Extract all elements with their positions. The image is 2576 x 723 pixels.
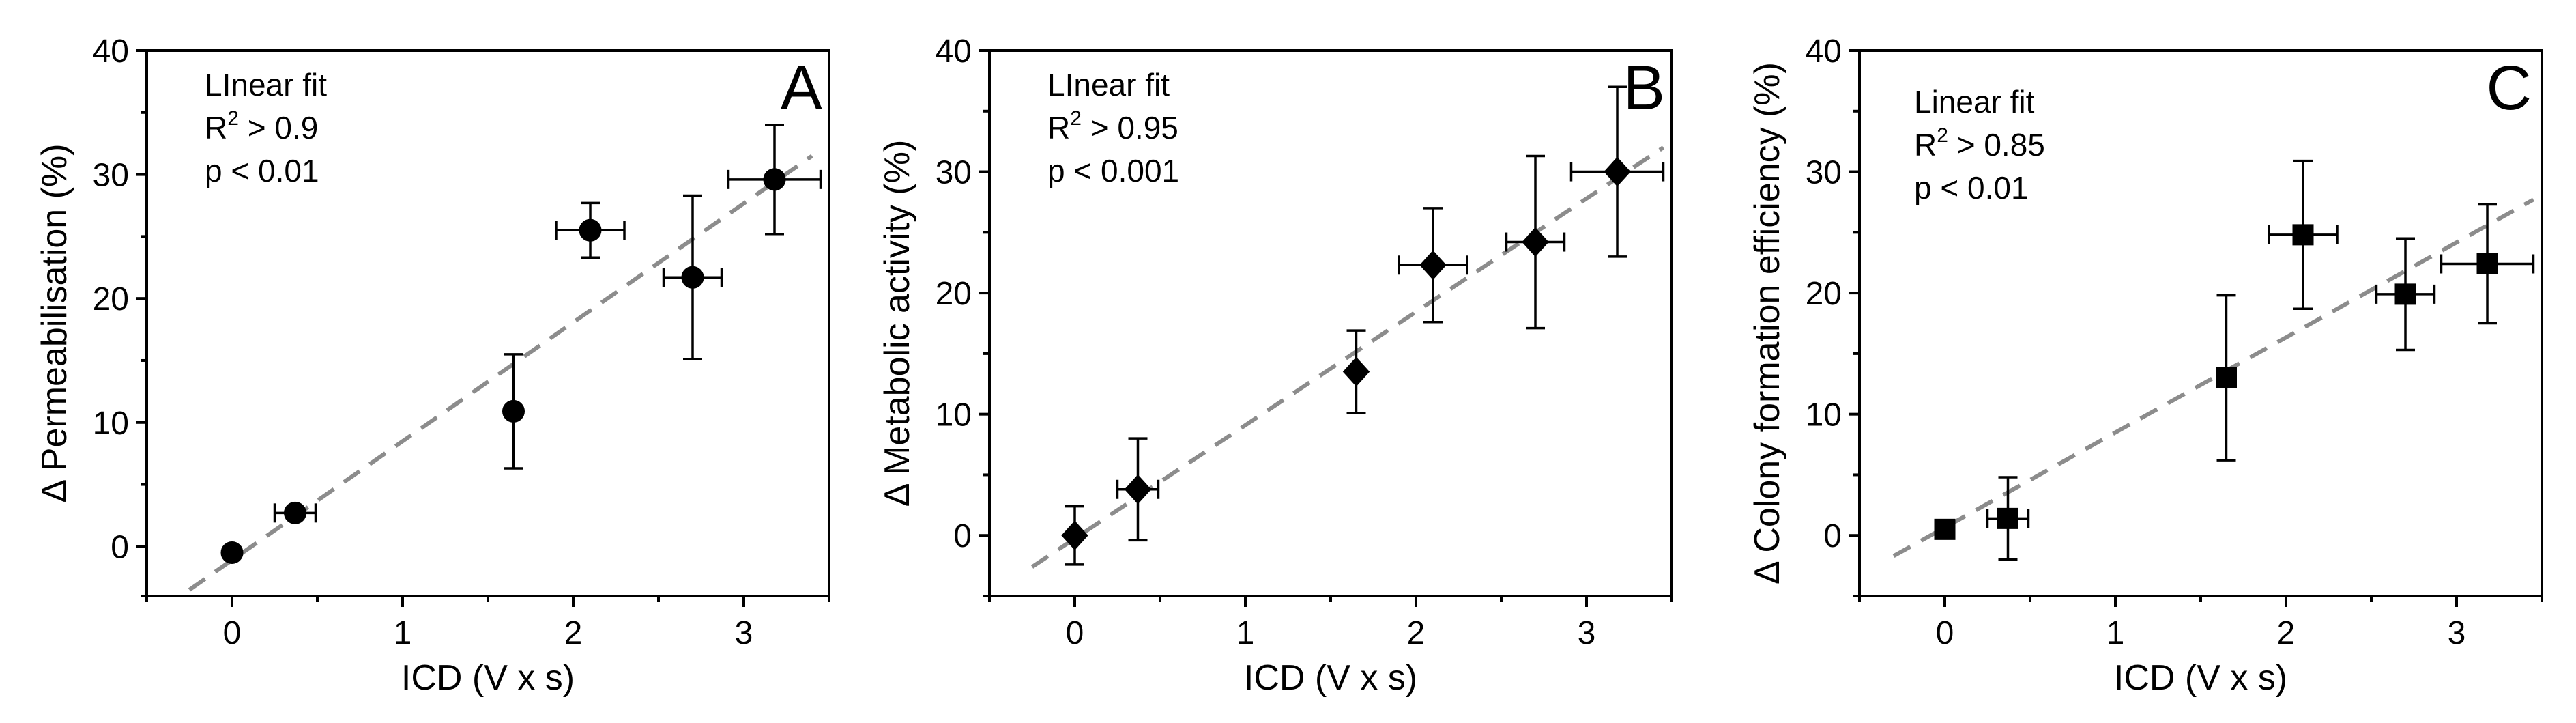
data-point-c xyxy=(2476,253,2498,274)
fit-p-c: p < 0.01 xyxy=(1914,170,2029,205)
x-axis-label-a: ICD (V x s) xyxy=(401,658,575,698)
data-point-a xyxy=(579,218,602,242)
data-point-a xyxy=(220,541,244,564)
chart-panel-c: 0 1 2 3 0 10 20 30 40 ICD (V x s) Δ Colony formati… xyxy=(1720,0,2576,723)
y-tick-label-a: 0 xyxy=(111,529,129,565)
chart-panel-b: 0 1 2 3 0 10 20 30 40 ICD (V x s) Δ Metabolic acti… xyxy=(853,0,1706,723)
fit-p-b: p < 0.001 xyxy=(1047,153,1179,188)
panel-letter-a: A xyxy=(781,53,823,123)
data-point-b xyxy=(1419,250,1447,281)
y-tick-label-c: 20 xyxy=(1806,276,1842,312)
x-axis-label-c: ICD (V x s) xyxy=(2114,658,2287,698)
data-point-c xyxy=(2394,283,2416,305)
fit-title-a: LInear fit xyxy=(205,67,327,102)
y-tick-label-c: 40 xyxy=(1806,33,1842,70)
x-tick-label-a: 3 xyxy=(735,615,753,651)
data-point-b xyxy=(1061,520,1088,550)
chart-panel-a: 0 1 2 3 0 10 20 30 40 ICD (V x s) Δ Permeabilisati… xyxy=(0,0,853,723)
panel-letter-b: B xyxy=(1623,53,1665,123)
x-tick-label-c: 1 xyxy=(2107,615,2125,651)
fit-r2-prefix-b: R xyxy=(1047,110,1070,145)
x-tick-label-b: 1 xyxy=(1236,615,1255,651)
y-axis-label-c: Δ Colony formation efficiency (%) xyxy=(1748,62,1787,584)
y-tick-label-c: 0 xyxy=(1823,518,1842,554)
fit-title-b: LInear fit xyxy=(1047,67,1170,102)
data-point-b xyxy=(1342,356,1370,387)
x-tick-label-c: 0 xyxy=(1936,615,1954,651)
x-tick-label-c: 2 xyxy=(2277,615,2296,651)
y-tick-label-a: 30 xyxy=(93,158,129,194)
data-point-b xyxy=(1604,156,1631,187)
data-point-a xyxy=(284,501,306,524)
x-tick-label-b: 2 xyxy=(1407,615,1426,651)
x-axis-label-b: ICD (V x s) xyxy=(1244,658,1417,698)
fit-p-a: p < 0.01 xyxy=(205,153,319,188)
data-point-a xyxy=(681,266,704,289)
panel-letter-c: C xyxy=(2487,53,2532,123)
fit-r2-value-b: > 0.95 xyxy=(1082,110,1178,145)
data-point-a xyxy=(502,399,525,423)
y-tick-label-c: 30 xyxy=(1806,155,1842,191)
fit-line-b xyxy=(1030,145,1665,569)
fit-r2-prefix-a: R xyxy=(205,110,227,145)
y-tick-label-a: 40 xyxy=(93,33,129,70)
y-tick-label-b: 10 xyxy=(936,397,972,434)
fit-title-c: Linear fit xyxy=(1914,84,2035,119)
data-point-c xyxy=(1997,507,2018,529)
fit-r2-value-a: > 0.9 xyxy=(239,110,318,145)
fit-r2-prefix-c: R xyxy=(1914,127,1937,162)
fit-r2-sup-b: 2 xyxy=(1070,107,1082,130)
fit-r2-c: R2 > 0.85 xyxy=(1914,124,2045,162)
fit-r2-sup-a: 2 xyxy=(227,107,239,130)
fit-r2-value-c: > 0.85 xyxy=(1948,127,2045,162)
data-point-b xyxy=(1124,474,1152,505)
y-axis-label-a: Δ Permeabilisation (%) xyxy=(35,143,74,502)
fit-r2-b: R2 > 0.95 xyxy=(1047,107,1178,145)
y-tick-label-b: 20 xyxy=(936,276,972,312)
y-tick-label-a: 20 xyxy=(93,281,129,317)
y-tick-label-c: 10 xyxy=(1806,397,1842,434)
y-tick-label-b: 0 xyxy=(953,518,972,554)
x-tick-label-b: 0 xyxy=(1066,615,1084,651)
fit-line-c xyxy=(1892,197,2534,558)
x-tick-label-a: 2 xyxy=(564,615,583,651)
y-tick-label-b: 30 xyxy=(936,155,972,191)
x-tick-label-c: 3 xyxy=(2448,615,2466,651)
fit-line-a xyxy=(188,154,813,592)
x-tick-label-a: 0 xyxy=(223,615,242,651)
x-tick-label-b: 3 xyxy=(1578,615,1596,651)
data-point-c xyxy=(1934,518,1956,540)
fit-r2-a: R2 > 0.9 xyxy=(205,107,318,145)
x-tick-label-a: 1 xyxy=(394,615,412,651)
y-axis-label-b: Δ Metabolic activity (%) xyxy=(878,140,917,507)
y-tick-label-b: 40 xyxy=(936,33,972,70)
data-point-a xyxy=(763,168,786,191)
data-point-b xyxy=(1522,227,1549,257)
y-tick-label-a: 10 xyxy=(93,406,129,442)
fit-r2-sup-c: 2 xyxy=(1937,124,1948,147)
data-point-c xyxy=(2292,224,2314,246)
data-point-c xyxy=(2216,367,2237,388)
